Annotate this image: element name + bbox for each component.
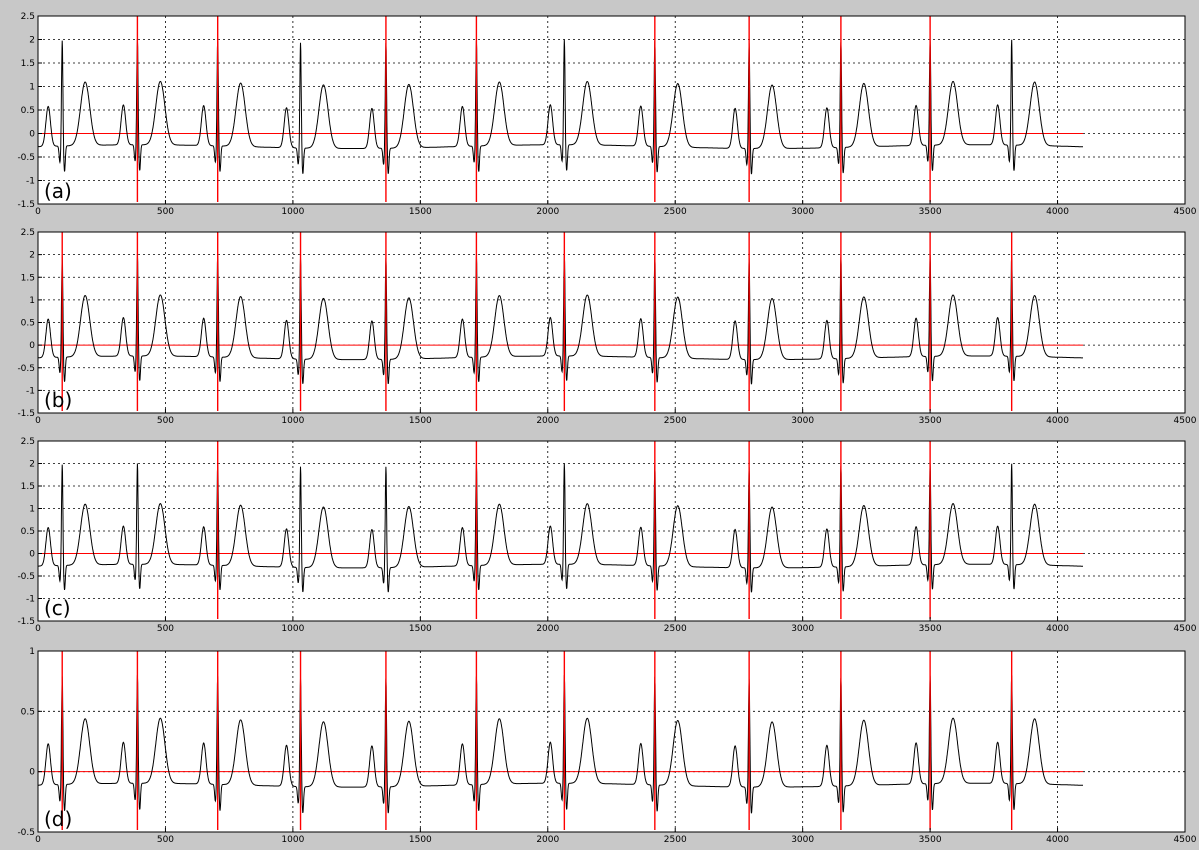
y-tick-label: -1	[26, 177, 35, 187]
x-tick-label: 500	[157, 416, 174, 426]
y-tick-label: 2	[29, 36, 35, 46]
panel-label: (c)	[44, 596, 71, 620]
y-tick-label: 1.5	[21, 273, 35, 283]
x-tick-label: 1500	[409, 416, 432, 426]
x-tick-label: 2000	[536, 624, 559, 634]
panel-c: 0 500 1000 1500 2000 2500 3000 3500 4000 4500 -1.5…	[17, 437, 1196, 634]
x-tick-label: 0	[35, 207, 41, 217]
x-tick-label: 500	[157, 624, 174, 634]
y-tick-label: 2.5	[21, 437, 35, 447]
x-tick-label: 2500	[664, 416, 687, 426]
x-tick-label: 3000	[791, 207, 814, 217]
y-tick-label: 1.5	[21, 59, 35, 69]
y-tick-label: -1	[26, 595, 35, 605]
x-tick-label: 3000	[791, 416, 814, 426]
x-tick-label: 2500	[664, 835, 687, 845]
x-tick-label: 1000	[281, 835, 304, 845]
x-tick-label: 1500	[409, 835, 432, 845]
y-tick-label: -1.5	[17, 200, 35, 210]
x-tick-label: 3500	[919, 416, 942, 426]
y-tick-label: -0.5	[17, 828, 35, 838]
x-tick-label: 0	[35, 835, 41, 845]
x-tick-label: 1000	[281, 416, 304, 426]
ecg-signal-line	[38, 39, 1083, 175]
panel-d: 0 500 1000 1500 2000 2500 3000 3500 4000 4500 -0.5…	[17, 647, 1196, 845]
panel-a: 0 500 1000 1500 2000 2500 3000 3500 4000 4500 -1.5…	[17, 12, 1196, 217]
y-tick-label: -1.5	[17, 617, 35, 627]
y-tick-label: 1	[29, 505, 35, 515]
x-tick-label: 0	[35, 624, 41, 634]
x-tick-label: 1000	[281, 624, 304, 634]
x-tick-label: 2000	[536, 416, 559, 426]
ecg-signal-line	[38, 463, 1083, 593]
panel-label: (b)	[44, 388, 72, 412]
y-tick-label: 1.5	[21, 482, 35, 492]
y-tick-label: -0.5	[17, 153, 35, 163]
x-tick-label: 4000	[1046, 835, 1069, 845]
y-tick-label: -0.5	[17, 572, 35, 582]
x-tick-label: 2000	[536, 835, 559, 845]
x-tick-label: 2500	[664, 624, 687, 634]
x-tick-label: 4500	[1174, 416, 1197, 426]
x-tick-label: 4500	[1174, 835, 1197, 845]
y-tick-label: 2	[29, 460, 35, 470]
x-tick-label: 2500	[664, 207, 687, 217]
panel-label: (a)	[44, 179, 72, 203]
x-tick-label: 3500	[919, 207, 942, 217]
y-tick-label: 1	[29, 296, 35, 306]
x-tick-label: 1500	[409, 624, 432, 634]
panel-label: (d)	[44, 807, 72, 831]
y-tick-label: 0	[29, 768, 35, 778]
y-tick-label: 0	[29, 130, 35, 140]
y-tick-label: -1	[26, 386, 35, 396]
x-tick-label: 4000	[1046, 624, 1069, 634]
x-tick-label: 4500	[1174, 207, 1197, 217]
x-tick-label: 4500	[1174, 624, 1197, 634]
x-tick-label: 500	[157, 207, 174, 217]
y-tick-label: 2.5	[21, 228, 35, 238]
y-tick-label: 0.5	[21, 319, 35, 329]
ecg-signal-line	[38, 675, 1083, 814]
y-tick-label: 0.5	[21, 106, 35, 116]
panel-b: 0 500 1000 1500 2000 2500 3000 3500 4000 4500 -1.5…	[17, 228, 1196, 426]
x-tick-label: 0	[35, 416, 41, 426]
x-tick-label: 3500	[919, 835, 942, 845]
y-tick-label: 0.5	[21, 707, 35, 717]
x-tick-label: 1500	[409, 207, 432, 217]
y-tick-label: 2	[29, 251, 35, 261]
y-tick-label: -0.5	[17, 364, 35, 374]
y-tick-label: 0.5	[21, 527, 35, 537]
x-tick-label: 4000	[1046, 416, 1069, 426]
x-tick-label: 1000	[281, 207, 304, 217]
x-tick-label: 3000	[791, 624, 814, 634]
y-tick-label: 1	[29, 83, 35, 93]
x-tick-label: 3000	[791, 835, 814, 845]
y-tick-label: 0	[29, 550, 35, 560]
y-tick-label: 0	[29, 341, 35, 351]
x-tick-label: 4000	[1046, 207, 1069, 217]
x-tick-label: 3500	[919, 624, 942, 634]
y-tick-label: 1	[29, 647, 35, 657]
x-tick-label: 500	[157, 835, 174, 845]
axes-frame	[37, 650, 1186, 833]
axes-background	[38, 651, 1185, 832]
y-tick-label: -1.5	[17, 409, 35, 419]
ecg-signal-line	[38, 254, 1083, 385]
y-tick-label: 2.5	[21, 12, 35, 22]
x-tick-label: 2000	[536, 207, 559, 217]
